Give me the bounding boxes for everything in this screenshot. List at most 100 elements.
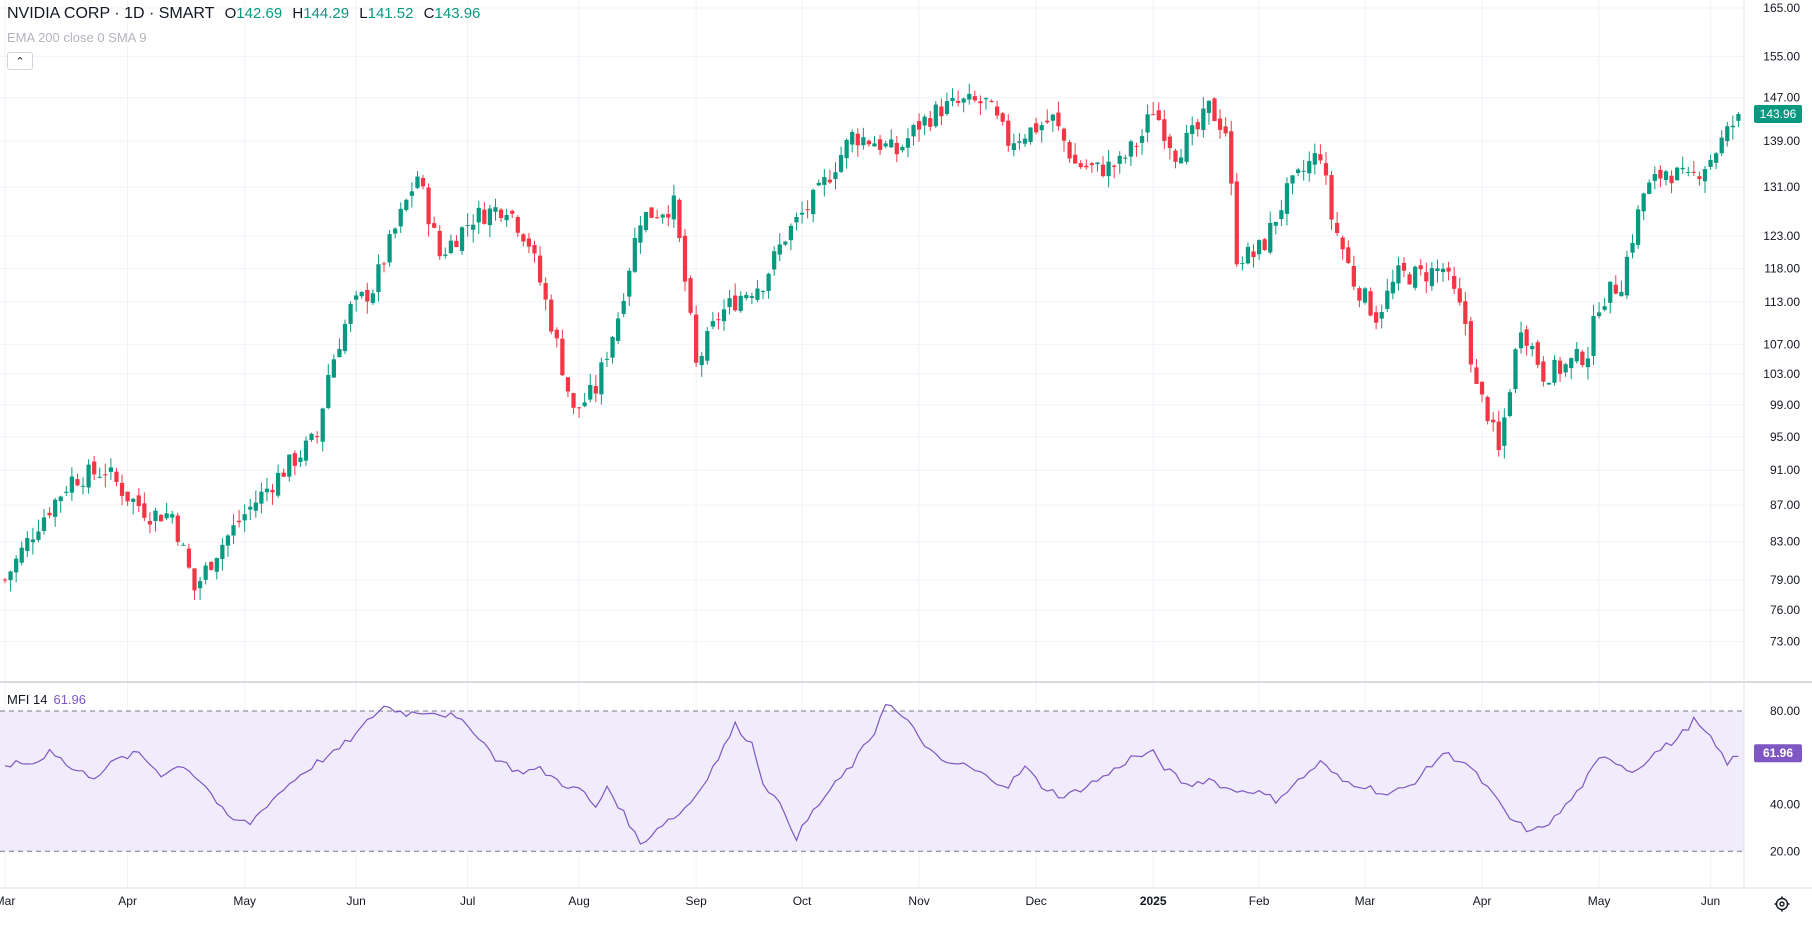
candle: [1541, 356, 1546, 387]
candle: [1479, 381, 1485, 403]
candle: [788, 223, 794, 251]
candle: [1279, 200, 1284, 227]
candle: [1234, 173, 1239, 268]
candle: [1073, 142, 1078, 164]
candle: [1067, 139, 1072, 163]
candle: [1000, 112, 1005, 126]
collapse-legend-button[interactable]: ⌃: [7, 52, 33, 70]
candle: [805, 200, 810, 219]
candle: [649, 207, 654, 219]
candle: [381, 261, 387, 273]
y-tick-label: 103.00: [1763, 367, 1800, 381]
candle: [1686, 166, 1691, 177]
candle: [1647, 179, 1652, 195]
y-tick-label: 123.00: [1763, 229, 1800, 243]
indicator-legend[interactable]: EMA 200 close 0 SMA 9: [7, 30, 147, 45]
candle: [1669, 170, 1674, 194]
candle: [699, 352, 704, 377]
candle: [1307, 151, 1312, 182]
candle: [1156, 102, 1161, 121]
candle: [811, 188, 816, 223]
x-tick-label: Apr: [1473, 894, 1492, 908]
candle: [1340, 235, 1345, 260]
candle: [1518, 321, 1524, 354]
low-key: L: [359, 5, 368, 22]
candle: [248, 498, 253, 520]
symbol-title[interactable]: NVIDIA CORP · 1D · SMART: [7, 5, 215, 22]
candle: [989, 99, 994, 103]
x-tick-label: Mar: [1355, 894, 1376, 908]
candle: [537, 246, 543, 286]
candle: [950, 88, 955, 107]
candle: [92, 456, 97, 480]
candle: [1273, 221, 1278, 235]
candle: [404, 198, 409, 212]
candle: [1730, 115, 1735, 140]
candle: [1323, 151, 1329, 185]
candle: [1513, 347, 1518, 394]
mfi-band: [0, 711, 1744, 852]
candle: [103, 463, 108, 488]
y-tick-label: 83.00: [1770, 535, 1800, 549]
mfi-legend[interactable]: MFI 14 61.96: [7, 692, 86, 707]
candle: [777, 233, 782, 262]
close-key: C: [423, 5, 435, 22]
candle: [1602, 297, 1607, 312]
candle: [1736, 112, 1741, 128]
candle: [108, 458, 114, 480]
candle: [671, 184, 676, 228]
candle: [320, 407, 325, 452]
candle: [136, 488, 141, 512]
candle: [1385, 278, 1390, 313]
x-tick-label: Jun: [346, 894, 365, 908]
candle: [911, 123, 916, 146]
candle: [972, 90, 977, 103]
candle: [498, 208, 504, 223]
candle: [850, 129, 855, 153]
candle: [604, 351, 610, 367]
candle: [1596, 302, 1602, 319]
candle: [1173, 148, 1178, 169]
candle: [487, 204, 493, 238]
candle: [426, 183, 431, 237]
candle: [905, 128, 911, 158]
mfi-line: [4, 704, 1739, 845]
candle: [1039, 121, 1044, 143]
candle: [955, 90, 961, 107]
candle: [504, 208, 509, 227]
candle: [900, 144, 905, 153]
candle: [1407, 272, 1412, 285]
candle: [727, 289, 732, 315]
candles-layer: [2, 83, 1741, 600]
candle: [1530, 342, 1535, 357]
candle: [1268, 211, 1273, 255]
candle: [822, 168, 827, 197]
mfi-y-tick-label: 20.00: [1770, 844, 1800, 858]
candle: [1368, 287, 1373, 317]
candle: [666, 205, 671, 227]
candle: [1440, 262, 1446, 282]
candle: [1240, 256, 1245, 271]
candle: [1128, 139, 1134, 167]
candle: [655, 209, 660, 219]
mfi-y-tick-label: 80.00: [1770, 704, 1800, 718]
candle: [615, 312, 621, 344]
candle: [1485, 395, 1490, 425]
candle: [1374, 305, 1379, 330]
candle: [1139, 129, 1145, 155]
candle: [1145, 104, 1150, 143]
candle: [342, 319, 348, 355]
candle: [1691, 161, 1696, 176]
candle: [1680, 156, 1685, 174]
candle: [939, 98, 944, 126]
candle: [1162, 109, 1167, 149]
candle: [1312, 143, 1317, 175]
candle: [772, 246, 777, 276]
candle: [1212, 97, 1217, 122]
candle: [398, 202, 403, 234]
gear-icon[interactable]: [1774, 896, 1790, 912]
candle: [365, 282, 370, 314]
